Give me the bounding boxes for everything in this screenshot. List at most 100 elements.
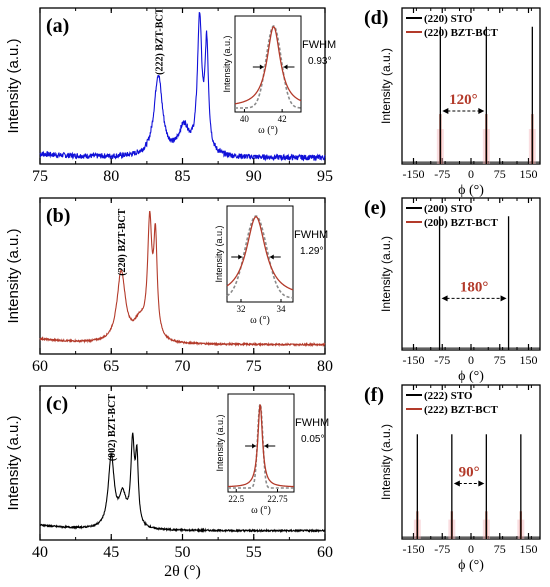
x-tick-label: -75 <box>434 167 450 181</box>
legend-entry: (200) BZT-BCT <box>424 217 499 229</box>
y-axis-label: Intensity (a.u.) <box>379 424 393 500</box>
inset-fit-line <box>226 215 294 299</box>
legend-entry: (200) STO <box>424 203 473 215</box>
angle-arrowhead-right <box>478 480 485 487</box>
x-tick-label: -75 <box>434 353 450 367</box>
angle-arrowhead-left <box>441 295 448 302</box>
x-axis-label: ϕ (°) <box>458 183 484 198</box>
panel-e: -150 -75 0 75 150 Intensity (a.u.) ϕ (°) (200) … <box>364 197 541 384</box>
panel-a: 75 80 85 90 95 Intensity (a.u.) (a) (222) BZT-B… <box>5 7 336 185</box>
angle-arrowhead-left <box>453 480 460 487</box>
panel-label: (d) <box>364 7 388 29</box>
fwhm-label: FWHM <box>302 39 336 51</box>
panel-f: -150 -75 0 75 150 Intensity (a.u.) ϕ (°) (222) … <box>364 384 541 573</box>
peak-label: (220) BZT-BCT <box>117 208 128 275</box>
inset-x-label: ω (°) <box>251 505 271 516</box>
y-axis-label: Intensity (a.u.) <box>5 38 22 133</box>
legend: (220) STO (220) BZT-BCT <box>406 13 499 39</box>
x-tick-label: 0 <box>468 542 474 556</box>
legend-entry: (220) BZT-BCT <box>424 27 499 39</box>
inset-a: 40 42ω (°) Intensity (a.u.) FWHM 0.93° <box>222 15 336 136</box>
panel-d: -150 -75 0 75 150 Intensity (a.u.) ϕ (°) (220) … <box>364 7 541 198</box>
x-tick-label: 70 <box>175 358 191 375</box>
xrd-series-line <box>39 432 326 534</box>
legend-entry: (222) BZT-BCT <box>424 404 499 416</box>
angle-annotation: 90° <box>459 465 480 481</box>
panel-label: (a) <box>46 15 69 37</box>
y-axis-label: Intensity (a.u.) <box>379 236 393 312</box>
x-tick-label: 0 <box>468 353 474 367</box>
inset-y-label: Intensity (a.u.) <box>215 414 225 471</box>
x-tick-label: -75 <box>434 542 450 556</box>
inset-frame <box>226 205 294 303</box>
fwhm-label: FWHM <box>294 229 328 241</box>
fwhm-label: FWHM <box>295 417 329 429</box>
y-axis-label: Intensity (a.u.) <box>5 415 22 510</box>
x-tick-label: 75 <box>494 542 506 556</box>
fwhm-arrowhead-right <box>264 443 269 449</box>
fwhm-value: 0.05° <box>301 434 324 445</box>
legend-entry: (220) STO <box>424 13 473 25</box>
inset-fit-line <box>227 404 295 488</box>
panel-label: (e) <box>364 197 386 219</box>
angle-annotation: 120° <box>449 92 478 108</box>
x-tick-label: 80 <box>103 168 119 185</box>
x-tick-label: -150 <box>403 542 425 556</box>
inset-frame <box>234 15 302 113</box>
y-axis-label: Intensity (a.u.) <box>5 228 22 323</box>
inset-x-tick-label: 34 <box>277 304 287 314</box>
x-tick-label: 90 <box>246 168 262 185</box>
x-tick-label: 55 <box>246 544 262 561</box>
x-tick-label: 65 <box>103 358 119 375</box>
panel-c: 40 45 50 55 60 Intensity (a.u.) 2θ (°) (c) (002)… <box>5 385 333 580</box>
x-tick-label: 150 <box>520 167 538 181</box>
x-tick-label: 40 <box>32 544 48 561</box>
x-tick-label: 75 <box>494 167 506 181</box>
inset-x-tick-label: 42 <box>278 114 287 124</box>
peak-label: (002) BZT-BCT <box>107 394 118 461</box>
x-axis-label: ϕ (°) <box>458 369 484 384</box>
x-tick-label: 150 <box>520 542 538 556</box>
fwhm-value: 0.93° <box>308 56 331 67</box>
panel-label: (c) <box>46 393 68 415</box>
fwhm-value: 1.29° <box>300 246 323 257</box>
inset-y-label: Intensity (a.u.) <box>222 35 232 92</box>
x-tick-label: -150 <box>403 167 425 181</box>
inset-fit-line <box>234 26 302 105</box>
x-tick-label: -150 <box>403 353 425 367</box>
inset-x-tick-label: 40 <box>240 114 250 124</box>
inset-c: 22.5 22.75ω (°) Intensity (a.u.) FWHM 0.05° <box>215 393 329 516</box>
inset-x-label: ω (°) <box>258 125 278 136</box>
x-tick-label: 75 <box>494 353 506 367</box>
panel-label: (b) <box>46 205 70 227</box>
inset-x-label: ω (°) <box>250 315 270 326</box>
x-tick-label: 85 <box>175 168 191 185</box>
angle-arrowhead-right <box>478 107 485 114</box>
fwhm-arrowhead-left <box>259 64 264 70</box>
inset-x-tick-label: 22.5 <box>228 494 244 504</box>
inset-fit-line <box>226 216 294 291</box>
x-tick-label: 60 <box>32 358 48 375</box>
panel-b: 60 65 70 75 80 Intensity (a.u.) (b) (220) BZT-B… <box>5 197 333 375</box>
x-axis-label: ϕ (°) <box>458 558 484 573</box>
angle-arrowhead-right <box>500 295 507 302</box>
fwhm-arrowhead-right <box>283 64 288 70</box>
x-tick-label: 50 <box>175 544 191 561</box>
inset-b: 32 34 ω (°) Intensity (a.u.) FWHM 1.29° <box>214 205 328 326</box>
x-tick-label: 45 <box>103 544 119 561</box>
legend: (200) STO (200) BZT-BCT <box>406 203 499 229</box>
panel-label: (f) <box>364 384 384 406</box>
legend-entry: (222) STO <box>424 390 473 402</box>
x-tick-label: 80 <box>317 358 333 375</box>
fwhm-arrowhead-left <box>252 443 257 449</box>
peak-label: (222) BZT-BCT <box>154 7 165 74</box>
inset-x-tick-label: 32 <box>237 304 246 314</box>
x-tick-label: 60 <box>317 544 333 561</box>
inset-fit-line <box>235 25 302 109</box>
x-tick-label: 75 <box>246 358 262 375</box>
x-tick-label: 0 <box>468 167 474 181</box>
x-tick-label: 95 <box>317 168 333 185</box>
x-tick-label: 75 <box>32 168 48 185</box>
inset-y-label: Intensity (a.u.) <box>214 225 224 282</box>
